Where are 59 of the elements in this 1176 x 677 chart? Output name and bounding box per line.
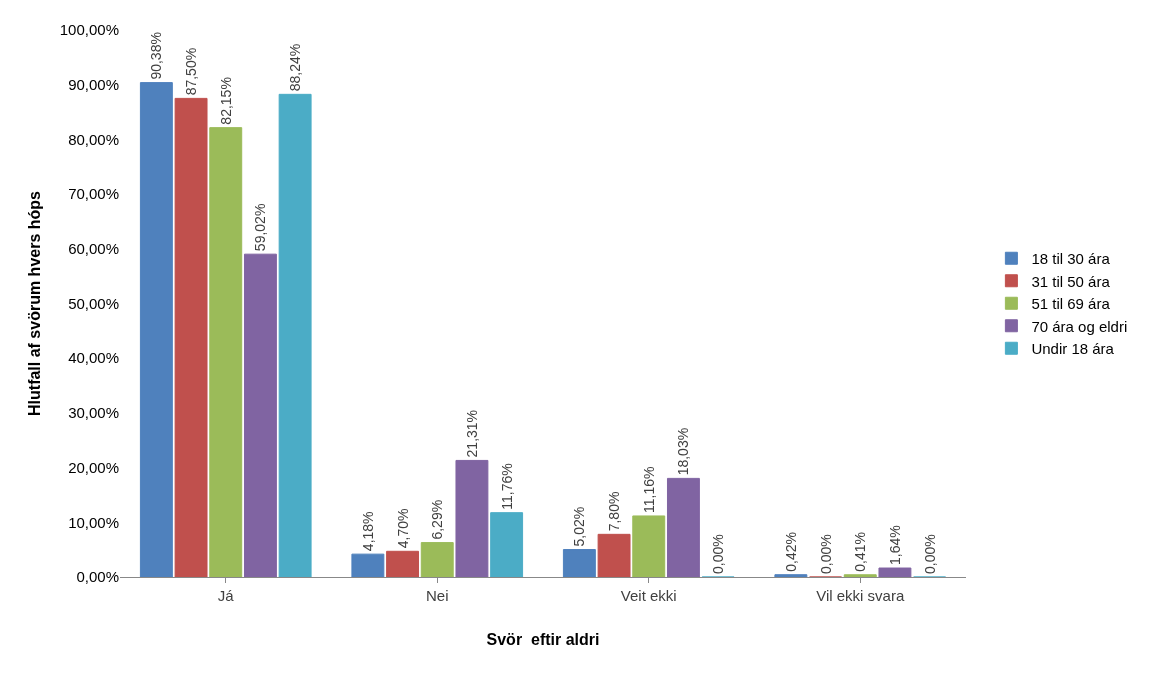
y-tick-label: 20,00% [68, 458, 119, 476]
bar [597, 533, 631, 577]
data-label: 90,38% [148, 32, 165, 80]
data-label: 7,80% [606, 491, 623, 532]
data-label: 1,64% [886, 525, 903, 566]
data-label: 87,50% [183, 47, 200, 96]
bar [774, 574, 808, 577]
y-tick-label: 0,00% [76, 568, 119, 586]
bar [243, 253, 277, 577]
data-label: 59,02% [252, 203, 269, 252]
data-label: 18,03% [675, 427, 692, 476]
x-tick-label: Veit ekki [620, 587, 677, 604]
x-tick-label: Nei [425, 587, 449, 604]
data-label: 88,24% [287, 43, 304, 92]
bar [490, 512, 524, 577]
legend-label: 31 til 50 ára [1031, 272, 1111, 290]
data-label: 0,00% [921, 534, 938, 574]
data-label: 0,00% [710, 534, 727, 574]
y-tick-label: 70,00% [68, 185, 119, 203]
y-tick-label: 100,00% [59, 21, 119, 39]
bar [278, 93, 312, 577]
legend-label: 70 ára og eldri [1031, 317, 1128, 335]
x-axis-title: Svör eftir aldri [486, 630, 600, 648]
data-label: 0,00% [817, 534, 834, 574]
data-label: 4,18% [359, 511, 376, 552]
bar [351, 553, 385, 577]
y-tick-label: 10,00% [68, 513, 119, 531]
bar [420, 542, 454, 577]
bar [666, 477, 700, 577]
y-tick-label: 40,00% [68, 349, 119, 367]
x-tick-label: Já [217, 587, 235, 604]
bar [455, 459, 489, 577]
bar [386, 550, 420, 577]
data-label: 21,31% [463, 409, 480, 458]
bar [139, 82, 173, 577]
bar [174, 97, 208, 577]
bar [209, 127, 243, 577]
y-tick-label: 30,00% [68, 404, 119, 422]
bar [632, 515, 666, 577]
x-tick-label: Vil ekki svara [816, 587, 905, 604]
data-label: 0,42% [782, 532, 799, 572]
bar [843, 574, 877, 577]
data-label: 0,41% [852, 532, 869, 572]
y-tick-label: 80,00% [68, 130, 119, 148]
legend-label: 51 til 69 ára [1031, 295, 1111, 313]
data-label: 11,16% [640, 466, 657, 513]
data-label: 5,02% [571, 506, 588, 547]
bar [562, 549, 596, 577]
legend-label: 18 til 30 ára [1031, 250, 1111, 268]
bar [878, 567, 912, 577]
data-label: 6,29% [429, 499, 446, 540]
y-tick-label: 50,00% [68, 294, 119, 312]
data-label: 82,15% [217, 77, 234, 125]
y-tick-label: 90,00% [68, 75, 119, 93]
data-label: 4,70% [394, 508, 411, 549]
legend-label: Undir 18 ára [1031, 340, 1115, 358]
y-axis-title: Hlutfall af svörum hvers hóps [25, 190, 43, 416]
data-label: 11,76% [498, 463, 515, 510]
y-tick-label: 60,00% [68, 240, 119, 258]
